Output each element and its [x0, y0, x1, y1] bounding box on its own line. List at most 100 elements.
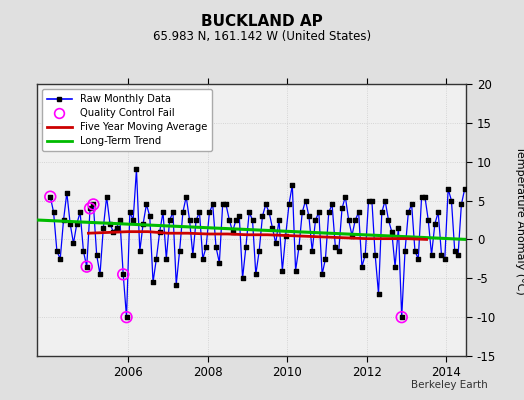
Point: [225, 217, 234, 223]
Point: [176, 248, 184, 254]
Point: [394, 224, 402, 231]
Point: [444, 186, 452, 192]
Point: [401, 248, 409, 254]
Point: [304, 213, 313, 219]
Point: [92, 252, 101, 258]
Point: [172, 281, 180, 288]
Point: [119, 271, 127, 278]
Point: [59, 217, 68, 223]
Point: [275, 217, 283, 223]
Point: [83, 264, 91, 270]
Point: [195, 209, 204, 216]
Point: [122, 314, 130, 320]
Point: [219, 201, 227, 208]
Point: [447, 197, 456, 204]
Point: [245, 209, 254, 216]
Point: [146, 213, 154, 219]
Point: [149, 279, 157, 285]
Point: [185, 217, 194, 223]
Point: [334, 248, 343, 254]
Point: [391, 264, 399, 270]
Point: [215, 260, 224, 266]
Point: [428, 252, 436, 258]
Point: [159, 209, 167, 216]
Point: [89, 201, 97, 208]
Point: [96, 271, 104, 278]
Point: [281, 232, 290, 239]
Point: [298, 209, 307, 216]
Point: [364, 197, 373, 204]
Point: [139, 221, 147, 227]
Point: [348, 232, 356, 239]
Point: [431, 221, 439, 227]
Point: [119, 271, 127, 278]
Point: [86, 205, 94, 212]
Point: [132, 166, 140, 173]
Point: [368, 197, 376, 204]
Point: [228, 228, 237, 235]
Point: [388, 228, 396, 235]
Point: [222, 201, 230, 208]
Point: [301, 197, 310, 204]
Point: [411, 248, 419, 254]
Point: [311, 217, 320, 223]
Point: [324, 209, 333, 216]
Point: [109, 228, 117, 235]
Point: [189, 252, 197, 258]
Point: [398, 314, 406, 320]
Point: [69, 240, 78, 246]
Point: [156, 228, 164, 235]
Point: [112, 224, 121, 231]
Point: [106, 221, 114, 227]
Point: [381, 197, 389, 204]
Point: [73, 221, 81, 227]
Point: [265, 209, 274, 216]
Point: [255, 248, 264, 254]
Point: [202, 244, 210, 250]
Point: [331, 244, 340, 250]
Point: [83, 264, 91, 270]
Point: [434, 209, 442, 216]
Point: [63, 190, 71, 196]
Point: [192, 217, 200, 223]
Point: [182, 194, 190, 200]
Point: [384, 217, 392, 223]
Point: [252, 271, 260, 278]
Point: [238, 275, 247, 282]
Point: [242, 244, 250, 250]
Point: [49, 209, 58, 216]
Point: [371, 252, 379, 258]
Point: [457, 201, 466, 208]
Point: [116, 217, 124, 223]
Point: [454, 252, 462, 258]
Point: [248, 217, 257, 223]
Point: [441, 256, 449, 262]
Point: [46, 194, 54, 200]
Point: [321, 256, 330, 262]
Text: BUCKLAND AP: BUCKLAND AP: [201, 14, 323, 29]
Text: 65.983 N, 161.142 W (United States): 65.983 N, 161.142 W (United States): [153, 30, 371, 43]
Point: [268, 224, 277, 231]
Point: [318, 271, 326, 278]
Point: [99, 224, 107, 231]
Point: [258, 213, 267, 219]
Point: [354, 209, 363, 216]
Point: [461, 186, 469, 192]
Point: [126, 209, 134, 216]
Point: [261, 201, 270, 208]
Point: [66, 221, 74, 227]
Point: [291, 267, 300, 274]
Point: [351, 217, 359, 223]
Point: [122, 314, 130, 320]
Point: [361, 252, 369, 258]
Point: [136, 248, 144, 254]
Point: [288, 182, 297, 188]
Point: [451, 248, 459, 254]
Point: [278, 267, 287, 274]
Point: [86, 205, 94, 212]
Y-axis label: Temperature Anomaly (°C): Temperature Anomaly (°C): [516, 146, 524, 294]
Point: [314, 209, 323, 216]
Point: [408, 201, 416, 208]
Point: [142, 201, 150, 208]
Point: [374, 291, 383, 297]
